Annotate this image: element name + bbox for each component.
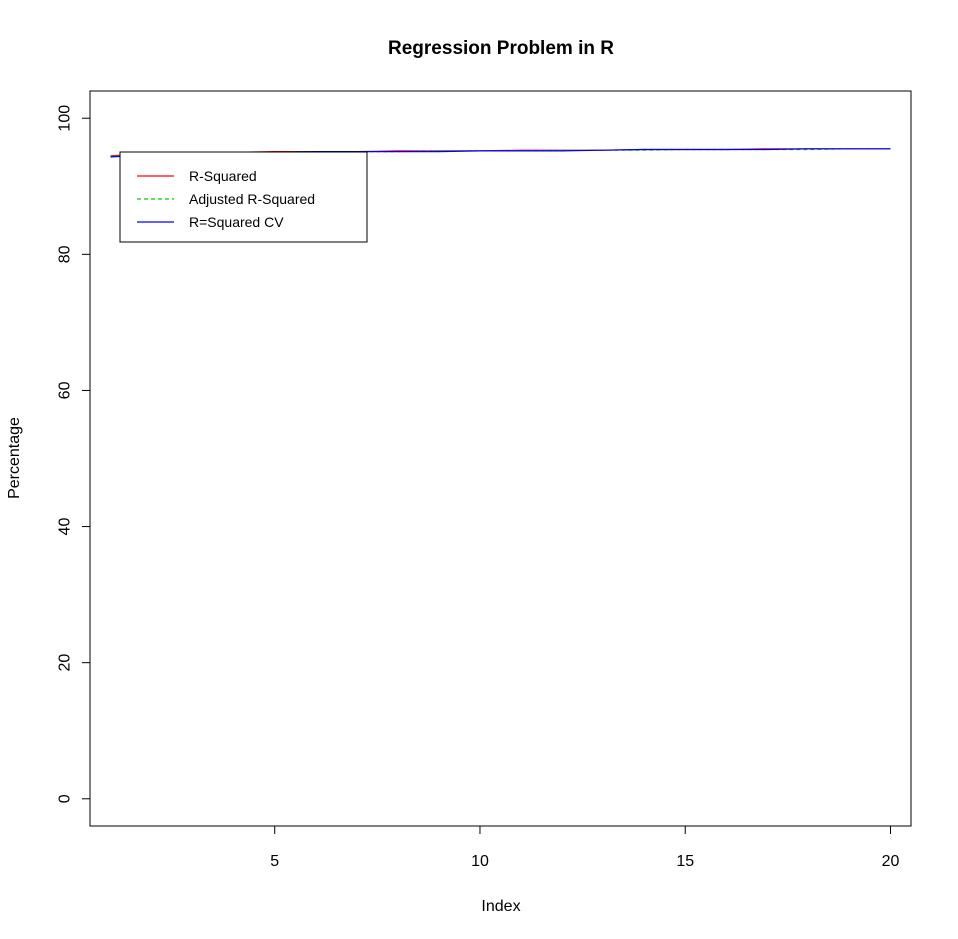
x-tick-label: 15 bbox=[676, 853, 694, 870]
y-tick-label: 100 bbox=[57, 105, 74, 132]
y-axis: 0 20 40 60 80 100 bbox=[57, 105, 90, 803]
legend-label-r-squared-cv: R=Squared CV bbox=[189, 214, 284, 230]
x-axis-label: Index bbox=[481, 898, 520, 915]
chart-title: Regression Problem in R bbox=[388, 38, 614, 59]
x-axis: 5 10 15 20 bbox=[270, 826, 899, 870]
y-tick-label: 20 bbox=[57, 654, 74, 672]
legend-label-r-squared: R-Squared bbox=[189, 168, 257, 184]
y-tick-label: 60 bbox=[57, 381, 74, 399]
y-tick-label: 80 bbox=[57, 245, 74, 263]
legend-label-adjusted-r-squared: Adjusted R-Squared bbox=[189, 191, 315, 207]
x-tick-label: 10 bbox=[471, 853, 489, 870]
x-tick-label: 20 bbox=[882, 853, 900, 870]
x-tick-label: 5 bbox=[270, 853, 279, 870]
y-tick-label: 0 bbox=[57, 794, 74, 803]
y-axis-label: Percentage bbox=[6, 417, 23, 499]
legend-box bbox=[119, 151, 368, 243]
plot-frame bbox=[89, 90, 912, 827]
y-tick-label: 40 bbox=[57, 518, 74, 536]
legend: R-Squared Adjusted R-Squared R=Squared C… bbox=[119, 151, 368, 243]
